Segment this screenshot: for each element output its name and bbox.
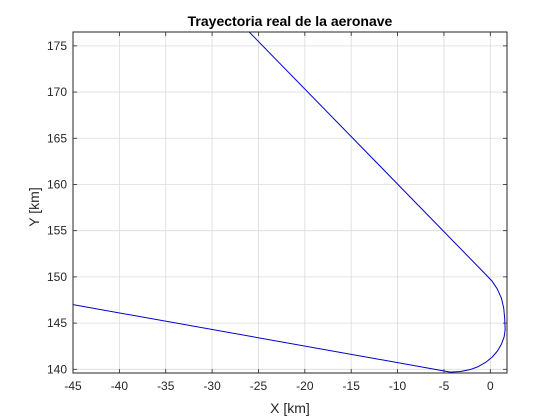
- x-tick-label: -40: [111, 379, 129, 393]
- y-tick-label: 155: [47, 224, 67, 238]
- chart-title: Trayectoria real de la aeronave: [188, 13, 393, 29]
- axes-box: [72, 31, 508, 374]
- x-tick-label: -10: [389, 379, 407, 393]
- x-tick-label: -15: [343, 379, 361, 393]
- x-tick-label: -20: [296, 379, 314, 393]
- y-tick-label: 170: [47, 85, 67, 99]
- y-tick-label: 150: [47, 270, 67, 284]
- tick-labels: -45 -40 -35 -30 -25 -20 -15 -10 -5 0 140 145 150 155 1…: [47, 39, 494, 393]
- y-tick-label: 165: [47, 131, 67, 145]
- y-tick-label: 140: [47, 362, 67, 376]
- y-tick-label: 145: [47, 316, 67, 330]
- x-tick-label: -45: [64, 379, 82, 393]
- y-tick-label: 160: [47, 177, 67, 191]
- x-axis-label: X [km]: [270, 400, 310, 416]
- y-axis-label: Y [km]: [26, 187, 42, 226]
- y-tick-label: 175: [47, 39, 67, 53]
- x-tick-label: -35: [157, 379, 175, 393]
- x-tick-label: -5: [439, 379, 450, 393]
- x-tick-label: -25: [250, 379, 268, 393]
- x-tick-label: 0: [487, 379, 494, 393]
- data-layer: [73, 32, 506, 373]
- plot-area: [73, 32, 507, 373]
- trajectory-line: [73, 32, 506, 373]
- x-tick-label: -30: [203, 379, 221, 393]
- axes-frame: [72, 31, 508, 374]
